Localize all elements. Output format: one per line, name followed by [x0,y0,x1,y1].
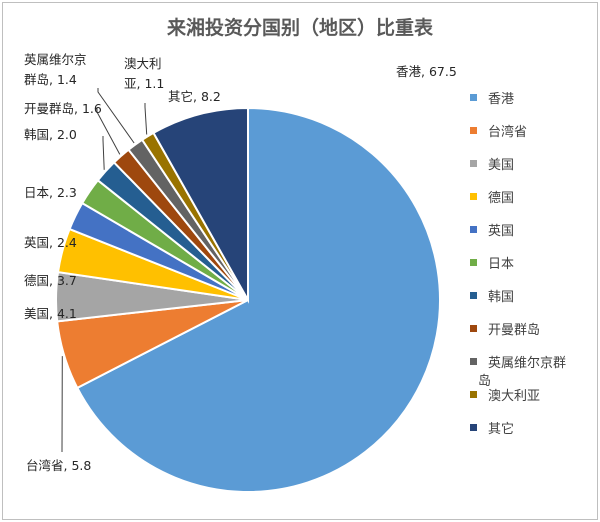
data-label-3: 德国, 3.7 [24,273,77,288]
data-label-10: 其它, 8.2 [168,89,221,104]
legend-swatch-10 [470,424,477,431]
pie-slice-0 [75,106,441,493]
legend-label-1: 台湾省 [488,124,527,140]
leader-line-9 [144,103,148,135]
legend-swatch-1 [470,127,477,134]
pie-slice-10 [152,106,249,304]
legend-label-8: 英属维尔京群岛 [478,356,566,389]
legend-swatch-7 [470,325,477,332]
leader-line-6 [102,136,105,170]
legend-label-2: 美国 [488,158,514,173]
legend-label-4: 英国 [488,224,514,239]
legend-swatch-4 [470,226,477,233]
data-label-6: 韩国, 2.0 [24,127,77,142]
data-labels: 香港, 67.5 台湾省, 5.8 美国, 4.1 德国, 3.7 英国, 2.4 日本,… [24,52,457,473]
data-label-2: 美国, 4.1 [24,306,77,321]
leader-lines [61,88,148,453]
legend-label-0: 香港 [488,92,514,107]
data-label-1: 台湾省, 5.8 [26,458,91,473]
legend-swatch-5 [470,259,477,266]
data-label-0: 香港, 67.5 [396,64,457,79]
legend-swatch-9 [470,391,477,398]
legend-label-6: 韩国 [488,290,514,305]
legend-label-3: 德国 [488,191,514,206]
pie-slices [55,106,441,493]
leader-line-7 [96,108,121,155]
legend-swatch-2 [470,160,477,167]
legend-label-9: 澳大利亚 [488,388,540,404]
legend-swatch-3 [470,193,477,200]
legend-swatch-0 [470,94,477,101]
legend-label-10: 其它 [488,421,514,437]
data-label-8: 英属维尔京群岛, 1.4 [24,52,87,87]
data-label-5: 日本, 2.3 [24,185,77,200]
legend-swatch-6 [470,292,477,299]
data-label-4: 英国, 2.4 [24,235,77,250]
data-label-9: 澳大利亚, 1.1 [124,56,164,91]
legend-label-7: 开曼群岛 [488,322,540,338]
chart-title: 来湘投资分国别（地区）比重表 [167,16,434,39]
leader-line-8 [97,88,135,144]
data-label-7: 开曼群岛, 1.6 [24,101,102,116]
legend-label-5: 日本 [488,257,514,272]
legend-swatch-8 [470,358,477,365]
